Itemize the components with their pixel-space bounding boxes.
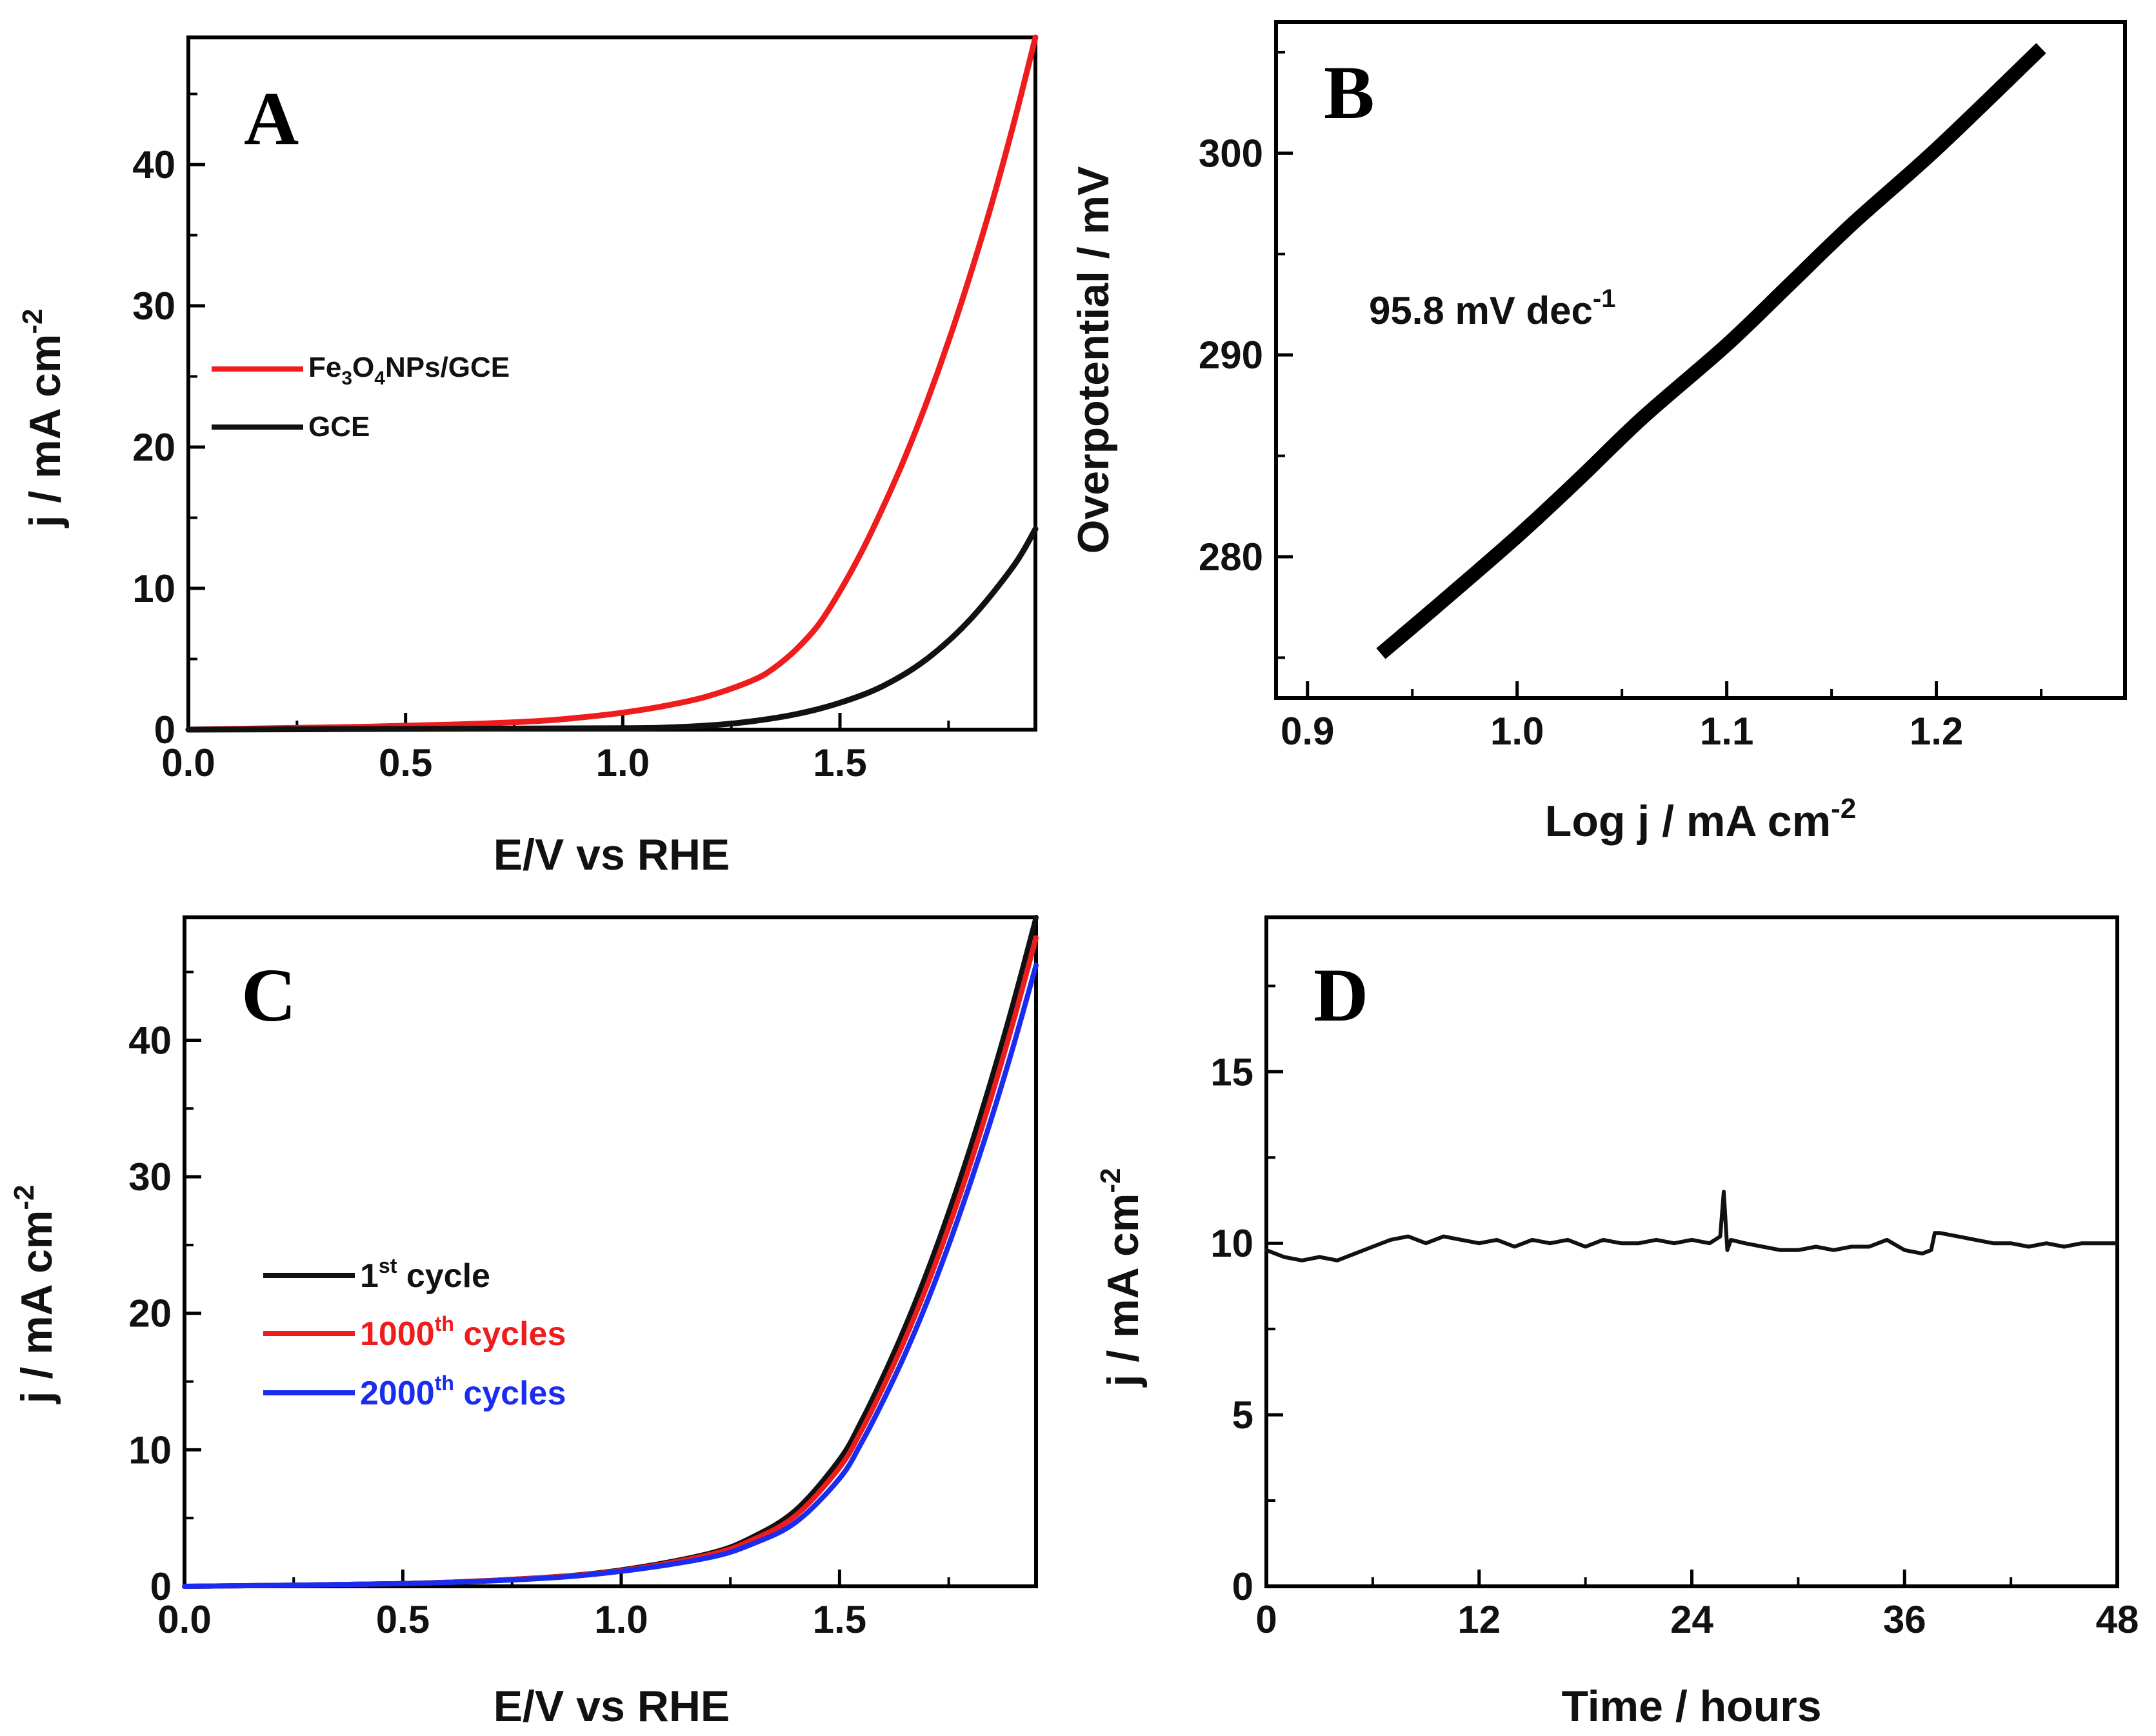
legend-label-1000th: 1000th cycles (360, 1312, 566, 1353)
panel-b-ytick-label: 300 (1199, 132, 1263, 175)
panel-b-ytick-label: 290 (1199, 334, 1263, 377)
panel-b-xtick-label: 0.9 (1281, 710, 1334, 753)
legend-label-2000th: 2000th cycles (360, 1372, 566, 1412)
panel-c-ytick-label: 40 (128, 1019, 172, 1062)
panel-b-series (1376, 43, 2046, 659)
panel-d-ytick-label: 15 (1210, 1050, 1253, 1093)
panel-d-series (1264, 1190, 2119, 1262)
panel-a-xlabel: E/V vs RHE (494, 830, 730, 879)
panel-a-series (185, 34, 1039, 733)
panel-a-ylabel: j / mA cm-2 (17, 309, 70, 529)
panel-b-ylabel: Overpotential / mV (1069, 166, 1118, 554)
panel-a-xtick-label: 1.5 (813, 741, 866, 784)
panel-a-letter: A (244, 76, 299, 161)
legend-label-1st: 1st cycle (360, 1254, 490, 1295)
series-line-tafel (1376, 43, 2046, 659)
panel-c-letter: C (241, 953, 296, 1037)
panel-c: 0.0 0.5 1.0 1.5 0 10 20 30 40 C E/V vs RHE j / m… (8, 915, 1039, 1731)
panel-b-xtick-label: 1.0 (1490, 710, 1544, 753)
panel-d-xtick-label: 36 (1883, 1598, 1926, 1641)
panel-a-frame (186, 35, 1037, 732)
series-line-fe3o4nps-gce (185, 34, 1039, 733)
panel-a-ytick-label: 0 (154, 708, 175, 752)
panel-c-legend: 1st cycle 1000th cycles 2000th cycles (263, 1254, 566, 1412)
panel-b-xtick-label: 1.1 (1700, 710, 1753, 753)
panel-a-ytick-label: 10 (132, 567, 175, 610)
panel-d-ytick-label: 10 (1210, 1222, 1253, 1265)
panel-c-xlabel: E/V vs RHE (494, 1682, 730, 1731)
panel-a-ytick-label: 40 (132, 143, 175, 186)
panel-b-xtick-label: 1.2 (1910, 710, 1963, 753)
panel-d-xtick-label: 48 (2096, 1598, 2139, 1641)
legend-label-fe3o4: Fe3O4NPs/GCE (308, 352, 510, 389)
panel-b-xlabel: Log j / mA cm-2 (1545, 793, 1856, 846)
series-line-1st-cycle (182, 915, 1039, 1589)
panel-c-frame (183, 915, 1038, 1588)
panel-c-ticks: 0.0 0.5 1.0 1.5 0 10 20 30 40 (128, 970, 950, 1641)
panel-b-ytick-label: 280 (1199, 535, 1263, 579)
panel-a: 0.0 0.5 1.0 1.5 0 10 20 30 40 A E/V vs RHE j / m… (17, 34, 1039, 879)
series-line-1000th-cycles (182, 935, 1039, 1589)
panel-d-letter: D (1313, 953, 1368, 1037)
panel-a-xtick-label: 1.0 (596, 741, 650, 784)
panel-d-ylabel: j / mA cm-2 (1095, 1168, 1148, 1388)
panel-a-xtick-label: 0.0 (161, 741, 215, 784)
panel-c-xtick-label: 1.5 (813, 1598, 866, 1641)
panel-a-ytick-label: 20 (132, 426, 175, 469)
panel-c-xtick-label: 0.0 (157, 1598, 211, 1641)
panel-b: 0.9 1.0 1.1 1.2 280 290 300 B 95.8 mV dec-1 Lo… (1069, 20, 2127, 846)
panel-c-ytick-label: 0 (150, 1565, 172, 1608)
panel-d-ytick-label: 0 (1232, 1565, 1253, 1608)
panel-d-ytick-label: 5 (1232, 1393, 1253, 1437)
series-line-gce (185, 526, 1039, 733)
panel-b-letter: B (1324, 50, 1375, 135)
panel-d: 0 12 24 36 48 0 5 10 15 D Time / hours j / mA cm… (1095, 915, 2139, 1731)
panel-b-annotation: 95.8 mV dec-1 (1369, 284, 1615, 332)
panel-d-frame (1264, 915, 2119, 1588)
series-line-stability (1264, 1190, 2119, 1262)
panel-c-ytick-label: 30 (128, 1155, 172, 1199)
panel-d-xtick-label: 24 (1670, 1598, 1713, 1641)
panel-d-xlabel: Time / hours (1561, 1682, 1821, 1731)
panel-d-xtick-label: 0 (1255, 1598, 1277, 1641)
panel-b-ticks: 0.9 1.0 1.1 1.2 280 290 300 (1199, 50, 2043, 753)
panel-c-xtick-label: 1.0 (594, 1598, 648, 1641)
series-line-2000th-cycles (182, 963, 1039, 1589)
panel-c-ytick-label: 10 (128, 1428, 172, 1472)
panel-a-legend: Fe3O4NPs/GCE GCE (212, 352, 510, 443)
panel-d-ticks: 0 12 24 36 48 0 5 10 15 (1210, 984, 2139, 1641)
panel-c-xtick-label: 0.5 (376, 1598, 430, 1641)
panel-c-ylabel: j / mA cm-2 (8, 1185, 61, 1405)
panel-a-ticks: 0.0 0.5 1.0 1.5 0 10 20 30 40 (132, 92, 950, 784)
legend-label-gce: GCE (308, 411, 370, 443)
panel-b-frame (1274, 20, 2127, 700)
panel-a-ytick-label: 30 (132, 284, 175, 328)
panel-d-xtick-label: 12 (1457, 1598, 1501, 1641)
panel-c-ytick-label: 20 (128, 1292, 172, 1335)
panel-a-xtick-label: 0.5 (379, 741, 432, 784)
panel-c-series (182, 915, 1039, 1589)
